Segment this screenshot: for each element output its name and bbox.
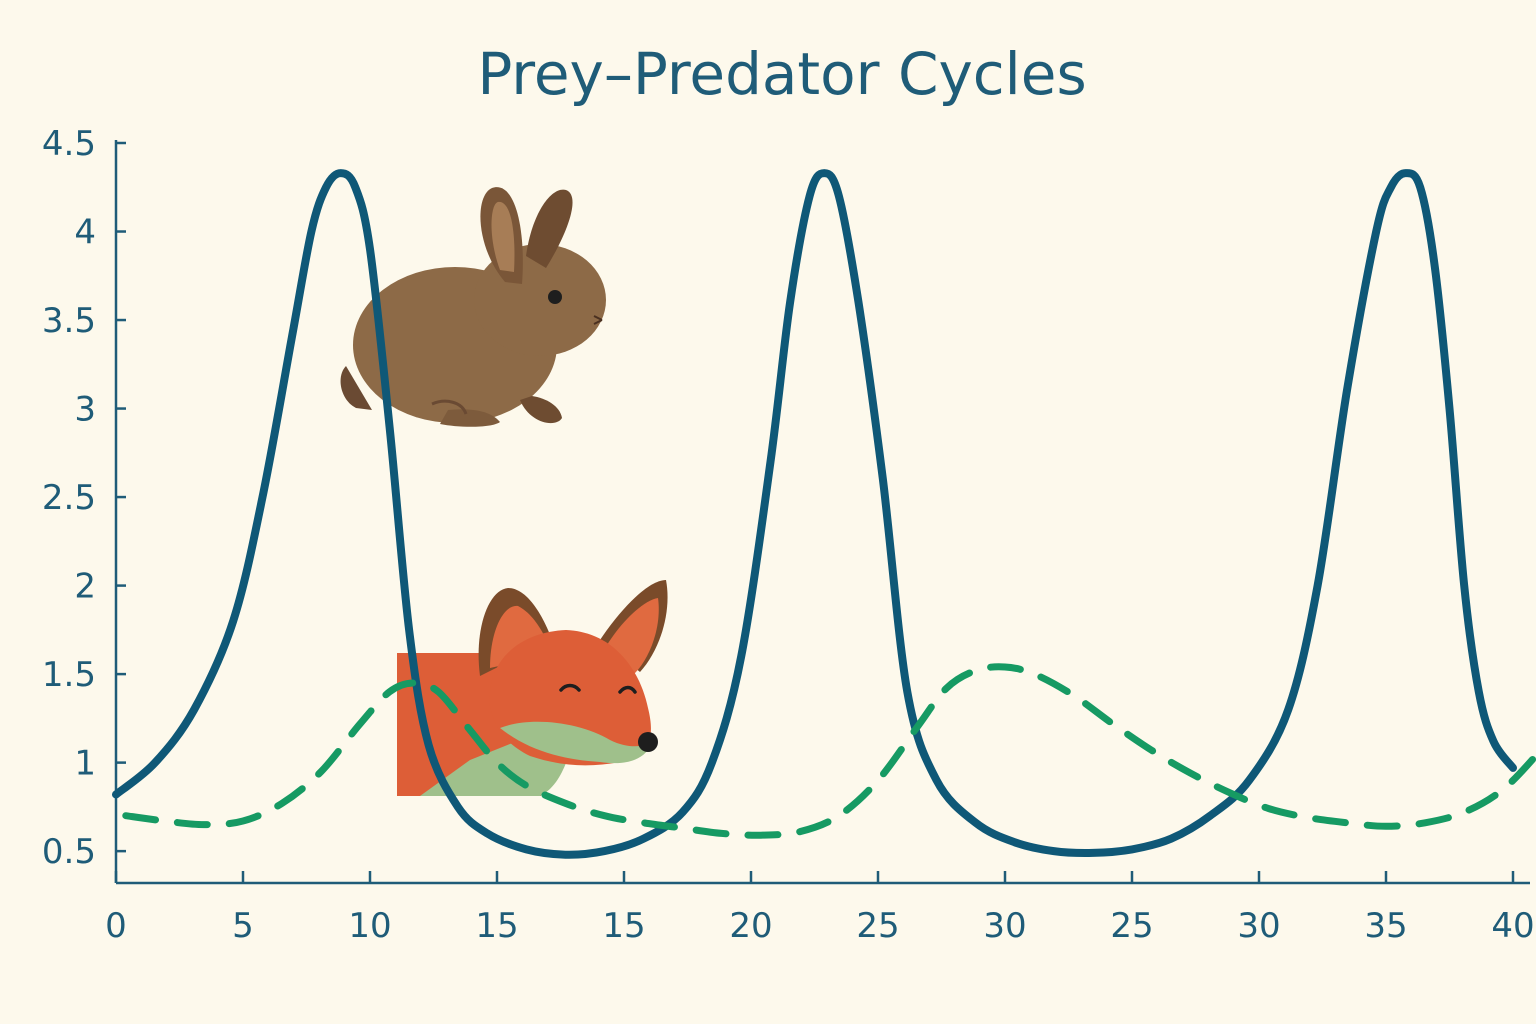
- x-tick-label: 25: [1110, 906, 1153, 946]
- x-tick-label: 15: [475, 906, 518, 946]
- y-axis-ticks: 4.5 4 3.5 3 2.5 2 1.5 1 0.5: [42, 124, 126, 872]
- y-tick-label: 3: [74, 390, 96, 430]
- x-tick-label: 35: [1364, 906, 1407, 946]
- rabbit-illustration-icon: [340, 187, 606, 427]
- y-tick-label: 2: [74, 567, 96, 607]
- x-tick-label: 30: [983, 906, 1026, 946]
- y-tick-label: 4: [74, 213, 96, 253]
- series-layer: [112, 169, 1536, 859]
- series-line-predator: [122, 663, 1536, 839]
- x-tick-label: 10: [348, 906, 391, 946]
- y-tick-label: 1.5: [42, 655, 96, 695]
- x-axis-ticks: 0 5 10 15 15 20 25 30 25 30 35 40: [105, 871, 1535, 946]
- x-tick-label: 15: [602, 906, 645, 946]
- x-tick-label: 30: [1237, 906, 1280, 946]
- chart-title: Prey–Predator Cycles: [477, 40, 1086, 108]
- fox-illustration-icon: [397, 580, 668, 796]
- x-tick-label: 0: [105, 906, 127, 946]
- y-tick-label: 4.5: [42, 124, 96, 164]
- axes: [114, 140, 1530, 885]
- x-tick-label: 25: [856, 906, 899, 946]
- y-tick-label: 2.5: [42, 478, 96, 518]
- y-tick-label: 1: [74, 744, 96, 784]
- x-tick-label: 40: [1491, 906, 1534, 946]
- y-tick-label: 3.5: [42, 301, 96, 341]
- x-tick-label: 5: [232, 906, 254, 946]
- x-tick-label: 20: [729, 906, 772, 946]
- y-tick-label: 0.5: [42, 832, 96, 872]
- series-line-prey: [112, 169, 1517, 859]
